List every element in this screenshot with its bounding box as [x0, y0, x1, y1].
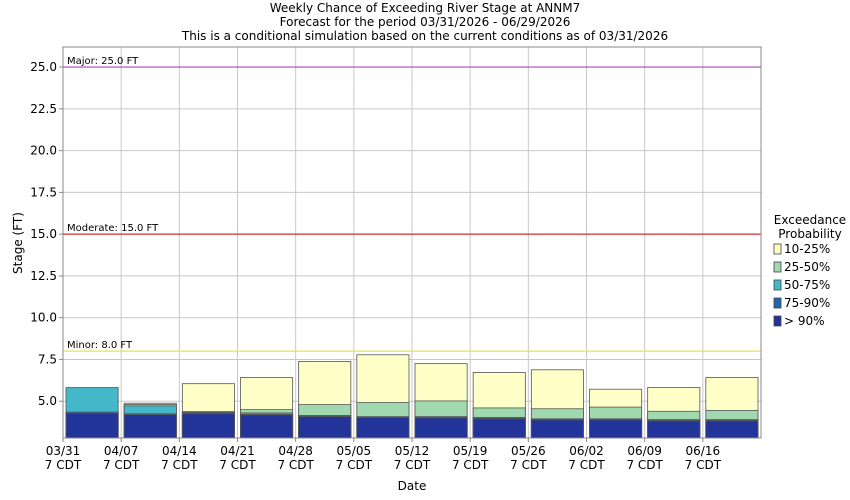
y-tick-label: 20.0 — [30, 144, 57, 158]
chart-title: Weekly Chance of Exceeding River Stage a… — [270, 1, 581, 15]
x-tick-label: 06/02 — [569, 444, 604, 458]
legend-title-line2: Probability — [778, 227, 841, 241]
chart-subtitle-2: This is a conditional simulation based o… — [181, 29, 668, 43]
y-tick-label: 7.5 — [38, 352, 57, 366]
y-tick-label: 12.5 — [30, 269, 57, 283]
y-tick-layer: 5.0 7.5 10.0 12.5 15.0 17.5 20.0 22.5 25.0 — [30, 60, 63, 408]
legend-swatch — [773, 279, 782, 291]
x-tick-sublabel: 7 CDT — [568, 458, 605, 472]
y-tick-label: 22.5 — [30, 102, 57, 116]
x-tick-label: 06/16 — [686, 444, 721, 458]
x-tick-sublabel: 7 CDT — [394, 458, 431, 472]
bar-90 — [65, 412, 119, 439]
legend-label: 50-75% — [784, 278, 830, 292]
bar-90 — [647, 420, 701, 439]
y-axis-label: Stage (FT) — [11, 212, 25, 274]
bar-90 — [123, 414, 177, 439]
x-tick-label: 04/14 — [162, 444, 197, 458]
x-tick-sublabel: 7 CDT — [219, 458, 256, 472]
x-tick-sublabel: 7 CDT — [103, 458, 140, 472]
bar-90 — [589, 419, 643, 439]
legend-label: > 90% — [784, 314, 825, 328]
bars-layer — [65, 354, 759, 439]
x-tick-sublabel: 7 CDT — [626, 458, 663, 472]
grid-layer — [62, 47, 762, 438]
legend-swatch — [773, 261, 782, 273]
bar-90 — [414, 417, 468, 439]
x-tick-label: 05/05 — [337, 444, 372, 458]
legend-swatch — [773, 243, 782, 255]
x-tick-label: 06/09 — [627, 444, 662, 458]
flood-stage-label: Minor: 8.0 FT — [67, 340, 133, 351]
x-tick-sublabel: 7 CDT — [277, 458, 314, 472]
x-tick-sublabel: 7 CDT — [452, 458, 489, 472]
bar-90 — [240, 414, 294, 439]
x-tick-sublabel: 7 CDT — [336, 458, 373, 472]
legend: Exceedance Probability 10-25% 25-50% 50-75… — [773, 213, 846, 328]
bar-90 — [298, 416, 352, 439]
legend-label: 25-50% — [784, 260, 830, 274]
x-tick-label: 05/19 — [453, 444, 488, 458]
x-tick-sublabel: 7 CDT — [161, 458, 198, 472]
x-tick-sublabel: 7 CDT — [45, 458, 82, 472]
x-tick-label: 04/21 — [220, 444, 255, 458]
y-tick-label: 17.5 — [30, 185, 57, 199]
x-tick-label: 03/31 — [46, 444, 81, 458]
legend-swatch — [773, 297, 782, 309]
flood-stage-label: Moderate: 15.0 FT — [67, 223, 159, 234]
x-tick-label: 04/28 — [278, 444, 313, 458]
bar-90 — [705, 420, 759, 439]
legend-label: 10-25% — [784, 242, 830, 256]
flood-stage-label: Major: 25.0 FT — [67, 56, 139, 67]
x-tick-sublabel: 7 CDT — [685, 458, 722, 472]
legend-label: 75-90% — [784, 296, 830, 310]
bar-90 — [530, 419, 584, 439]
bar-90 — [472, 418, 526, 439]
y-tick-label: 15.0 — [30, 227, 57, 241]
legend-title-line1: Exceedance — [774, 213, 846, 227]
y-tick-label: 25.0 — [30, 60, 57, 74]
x-tick-label: 05/12 — [395, 444, 430, 458]
x-axis-label: Date — [398, 479, 427, 493]
bar-90 — [181, 413, 235, 439]
y-tick-label: 10.0 — [30, 311, 57, 325]
x-tick-label: 05/26 — [511, 444, 546, 458]
flood-layer: Major: 25.0 FT Moderate: 15.0 FT Minor: 8.… — [63, 56, 761, 352]
bar-90 — [356, 417, 410, 439]
chart-subtitle-1: Forecast for the period 03/31/2026 - 06/… — [280, 15, 571, 29]
y-tick-label: 5.0 — [38, 394, 57, 408]
x-tick-sublabel: 7 CDT — [510, 458, 547, 472]
x-tick-label: 04/07 — [104, 444, 139, 458]
legend-swatch — [773, 315, 782, 327]
